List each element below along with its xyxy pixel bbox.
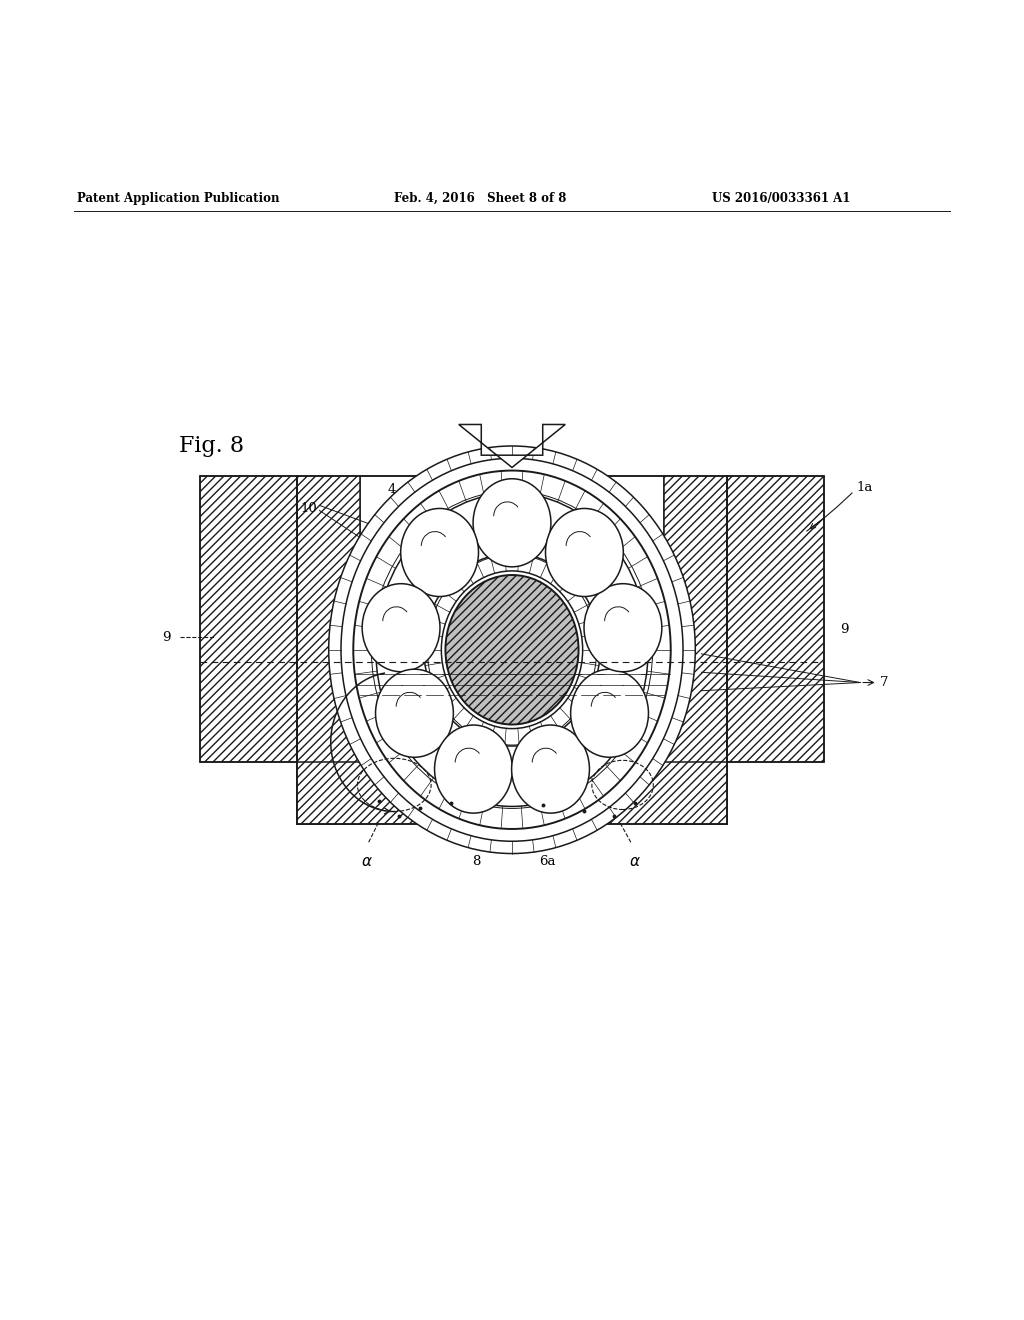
Ellipse shape (512, 725, 590, 813)
Ellipse shape (445, 576, 579, 725)
Bar (664, 475, 727, 824)
Ellipse shape (584, 583, 662, 672)
Ellipse shape (400, 508, 478, 597)
Bar (727, 475, 824, 763)
Ellipse shape (570, 669, 648, 758)
Bar (727, 475, 824, 763)
Polygon shape (459, 425, 565, 467)
Text: 8: 8 (472, 854, 480, 867)
Text: $\alpha$: $\alpha$ (629, 854, 641, 869)
Ellipse shape (441, 572, 583, 729)
Ellipse shape (353, 470, 671, 829)
Text: $\alpha$: $\alpha$ (360, 854, 373, 869)
Ellipse shape (329, 446, 695, 854)
Bar (360, 663, 664, 763)
Text: Fig. 8: Fig. 8 (179, 434, 245, 457)
Text: Patent Application Publication: Patent Application Publication (77, 191, 280, 205)
Bar (297, 475, 727, 824)
Text: 9: 9 (840, 623, 848, 636)
Ellipse shape (376, 669, 454, 758)
Bar (297, 475, 360, 824)
Ellipse shape (424, 553, 600, 746)
Text: 7: 7 (880, 676, 888, 689)
Bar (360, 475, 664, 763)
Text: 4: 4 (387, 483, 395, 496)
Text: 6a: 6a (540, 854, 556, 867)
Ellipse shape (546, 508, 624, 597)
Ellipse shape (376, 494, 648, 807)
Bar (200, 475, 297, 763)
Ellipse shape (473, 479, 551, 566)
Bar (200, 475, 297, 763)
Text: 2: 2 (668, 605, 676, 618)
Text: 10: 10 (301, 502, 317, 515)
Ellipse shape (434, 725, 512, 813)
Text: US 2016/0033361 A1: US 2016/0033361 A1 (712, 191, 850, 205)
Text: 9: 9 (162, 631, 170, 644)
Text: 3a: 3a (594, 486, 610, 498)
Text: Feb. 4, 2016   Sheet 8 of 8: Feb. 4, 2016 Sheet 8 of 8 (394, 191, 566, 205)
Ellipse shape (362, 583, 440, 672)
Bar (297, 763, 727, 824)
Text: 1a: 1a (856, 482, 872, 495)
